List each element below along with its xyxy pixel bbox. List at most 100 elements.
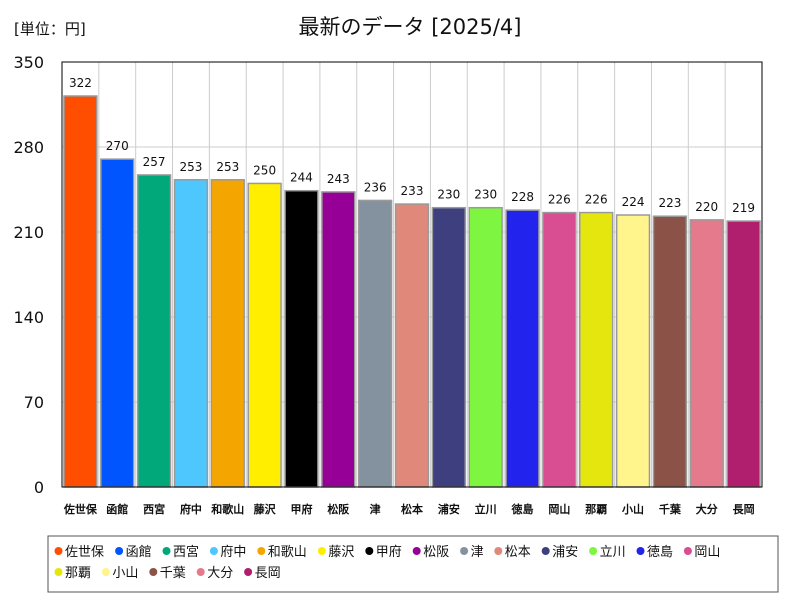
x-tick-label: 岡山 [548, 502, 570, 516]
legend-marker [257, 547, 266, 555]
data-label: 233 [401, 184, 424, 198]
legend-marker [317, 547, 326, 555]
data-label: 224 [622, 195, 645, 209]
legend-marker [54, 547, 63, 555]
legend-marker [196, 568, 205, 576]
bar [100, 158, 135, 488]
bar [394, 203, 430, 488]
y-tick-label: 350 [13, 53, 44, 72]
data-label: 257 [143, 155, 166, 169]
x-tick-label: 長岡 [733, 503, 755, 516]
legend-label: 千葉 [160, 566, 186, 581]
bars [63, 95, 761, 488]
legend-label: 岡山 [694, 545, 720, 560]
x-tick-label: 松本 [401, 502, 423, 516]
bar [726, 220, 761, 488]
legend-label: 和歌山 [268, 545, 307, 560]
legend-marker [115, 547, 124, 555]
bar [468, 206, 503, 488]
data-label: 243 [327, 172, 350, 186]
x-tick-label: 大分 [696, 502, 718, 516]
legend-marker [412, 547, 421, 555]
legend-label: 浦安 [552, 545, 578, 560]
x-tick-label: 府中 [180, 502, 202, 516]
legend-marker [460, 547, 469, 555]
legend-marker [683, 547, 692, 555]
y-tick-label: 210 [13, 223, 44, 242]
x-axis: 佐世保 函館 西宮 府中 和歌山 藤沢 甲府 松阪 津 松本 浦安 立川 徳島 岡山 那覇 小山 千葉 大分 長岡 [63, 502, 755, 516]
data-label: 230 [437, 188, 460, 202]
legend-label: 函館 [126, 545, 152, 560]
data-labels: 322 270 257 253 253 250 244 243 236 233 230 230 228 2… [69, 76, 755, 215]
legend-label: 大分 [207, 566, 233, 581]
x-tick-label: 函館 [106, 502, 128, 516]
bar [431, 206, 467, 488]
data-label: 253 [216, 160, 239, 174]
bar [173, 179, 209, 488]
legend-label: 松本 [505, 545, 531, 560]
data-label: 220 [695, 200, 718, 214]
x-tick-label: 松阪 [327, 502, 350, 516]
x-tick-label: 徳島 [511, 502, 534, 516]
bar [284, 189, 319, 488]
data-label: 230 [474, 188, 497, 202]
x-tick-label: 藤沢 [254, 502, 277, 516]
bar [615, 214, 651, 488]
legend-label: 津 [471, 545, 484, 560]
chart-title: 最新のデータ [2025/4] [299, 15, 522, 39]
legend-label: 立川 [600, 545, 626, 560]
legend-label: 徳島 [647, 545, 673, 560]
legend-label: 小山 [112, 566, 138, 581]
x-tick-label: 小山 [621, 502, 644, 516]
x-tick-label: 佐世保 [63, 502, 98, 516]
x-tick-label: 千葉 [659, 502, 682, 516]
x-tick-label: 西宮 [143, 502, 165, 516]
data-label: 253 [179, 160, 202, 174]
legend-marker [209, 547, 218, 555]
bar [63, 95, 98, 488]
bar [247, 182, 282, 488]
data-label: 270 [106, 139, 129, 153]
data-label: 322 [69, 76, 92, 90]
legend-label: 松阪 [423, 545, 449, 560]
legend-label: 佐世保 [65, 545, 104, 560]
x-tick-label: 那覇 [585, 503, 607, 516]
y-axis: 0 70 140 210 280 350 [13, 53, 44, 497]
legend-marker [162, 547, 171, 555]
data-label: 219 [732, 201, 755, 215]
x-tick-label: 浦安 [438, 502, 460, 516]
y-tick-label: 140 [13, 308, 44, 327]
legend-marker [244, 568, 253, 576]
data-label: 236 [364, 180, 387, 194]
legend-marker [54, 568, 63, 576]
bar [652, 215, 688, 488]
data-label: 226 [548, 193, 571, 207]
bar [542, 211, 577, 488]
data-label: 223 [658, 196, 681, 210]
x-tick-label: 立川 [475, 502, 497, 516]
data-label: 250 [253, 163, 276, 177]
legend-label: 甲府 [376, 545, 402, 560]
y-tick-label: 0 [34, 478, 44, 497]
legend-marker [494, 547, 503, 555]
legend-label: 府中 [220, 545, 246, 560]
legend-label: 藤沢 [328, 545, 354, 560]
bar [321, 191, 356, 488]
bar [136, 174, 172, 488]
legend-marker [365, 547, 374, 555]
bar [210, 179, 245, 488]
legend-marker [101, 568, 110, 576]
x-tick-label: 和歌山 [211, 502, 244, 516]
bar [689, 219, 724, 488]
y-tick-label: 70 [24, 393, 44, 412]
bar [505, 209, 540, 488]
data-label: 228 [511, 190, 534, 204]
legend-marker [589, 547, 598, 555]
x-tick-label: 甲府 [290, 502, 312, 516]
data-label: 244 [290, 171, 313, 185]
plot-frame [61, 61, 763, 488]
legend-marker [636, 547, 645, 555]
unit-label: [単位：円] [14, 20, 86, 38]
